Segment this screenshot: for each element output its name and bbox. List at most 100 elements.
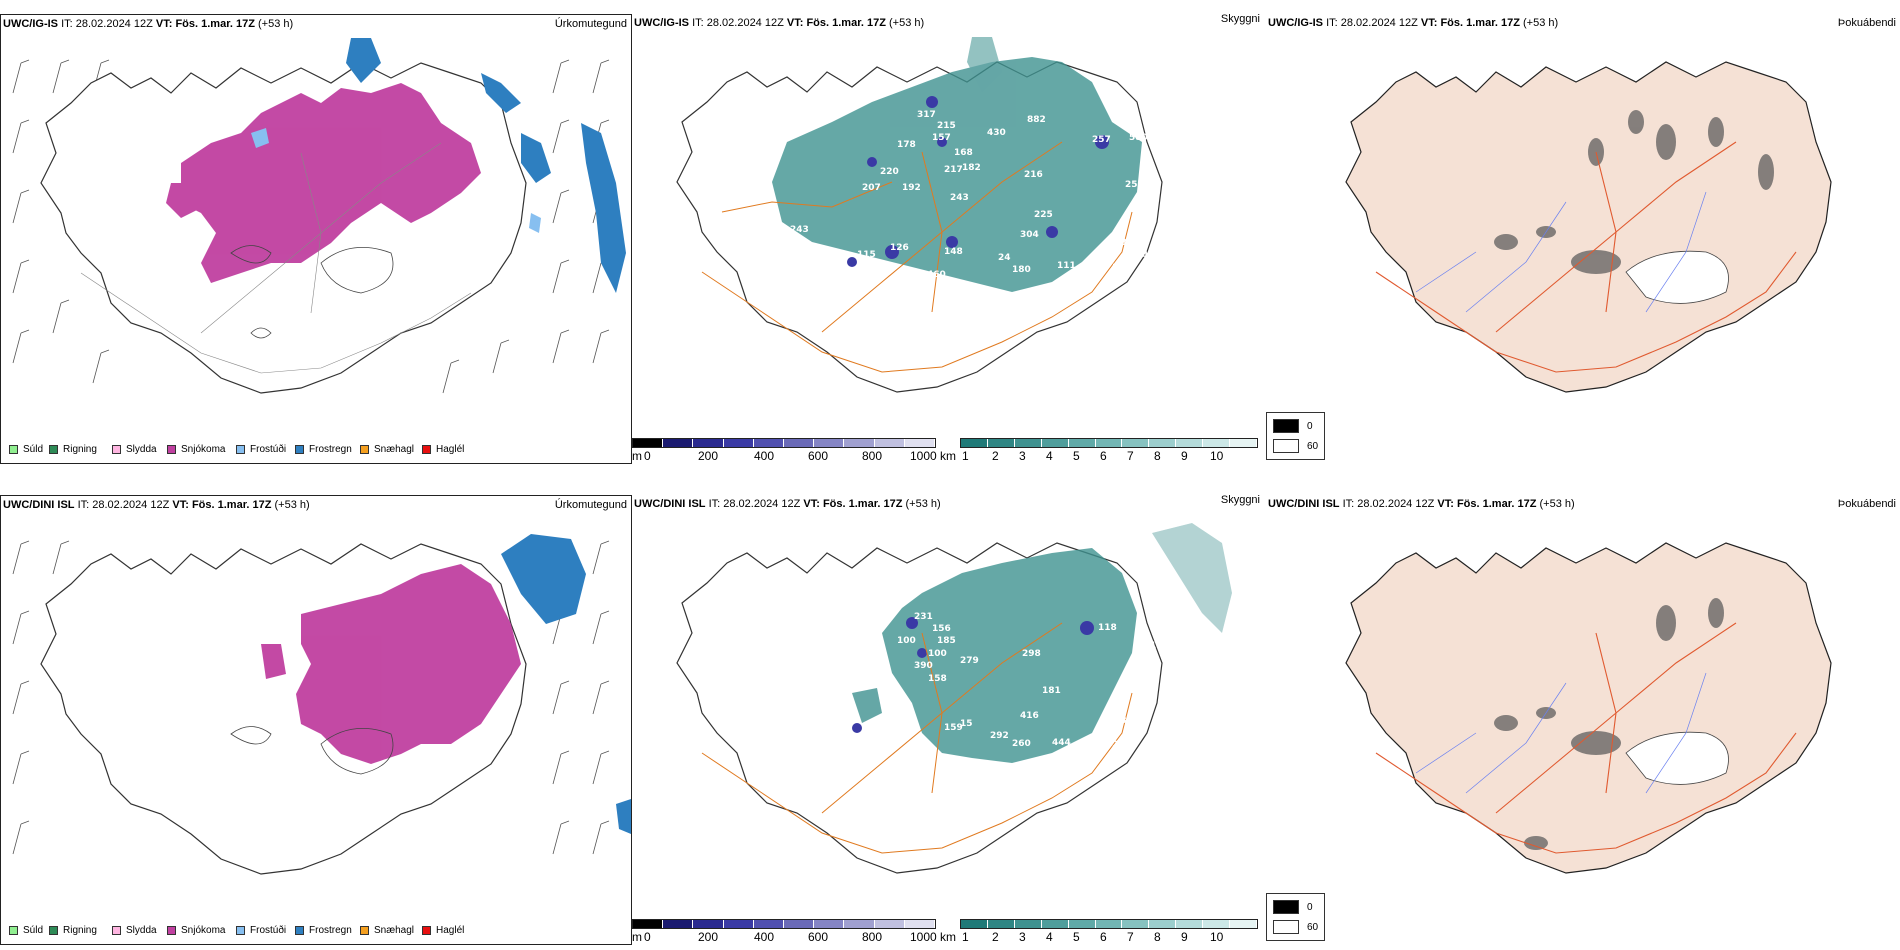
legend-swatch: [236, 926, 245, 935]
it-label: IT:: [692, 17, 704, 29]
cloud-label: 111: [1057, 261, 1076, 271]
cloud-label: 110: [840, 273, 859, 283]
colorbar-tick: 200: [698, 930, 719, 944]
cloud-key-label: 60: [1307, 921, 1319, 933]
legend-item: Rigning: [49, 925, 97, 936]
legend-swatch: [360, 445, 369, 454]
legend-swatch: [295, 926, 304, 935]
legend-item: Snæhagl: [360, 444, 414, 455]
colorbar-tick: 9: [1181, 930, 1188, 944]
legend-item: Slydda: [112, 444, 157, 455]
cloud-label: 401: [1142, 251, 1161, 261]
it-label: IT:: [708, 498, 721, 510]
colorbar-unit: km: [940, 930, 956, 944]
cloud-label: 303: [1108, 716, 1127, 726]
cloud-label: 416: [1020, 711, 1039, 721]
colorbar-tick: 3: [1019, 930, 1026, 944]
colorbar-tick: 7: [1127, 930, 1134, 944]
colorbar-tick: 0: [644, 449, 651, 463]
cloud-label: 118: [1098, 623, 1117, 633]
cloud-label: 231: [914, 612, 933, 622]
fog-patches: [1494, 598, 1724, 850]
height-colorbar: [632, 919, 936, 929]
glacier: [1625, 250, 1729, 304]
road-network: [1375, 622, 1797, 854]
rivers: [1415, 672, 1707, 794]
colorbar-tick: 5: [1073, 930, 1080, 944]
colorbar-tick: 800: [862, 449, 883, 463]
panel-title: Skyggni: [1220, 494, 1260, 506]
lead-time: (+53 h): [1539, 498, 1575, 510]
model-name: UWC/DINI ISL: [634, 498, 706, 510]
vt-label: VT:: [1420, 17, 1438, 29]
cloud-label: 444: [1052, 738, 1071, 748]
legend-item: Snæhagl: [360, 925, 414, 936]
vt-label: VT:: [172, 499, 189, 511]
legend-swatch: [49, 445, 58, 454]
freezing-rain-area: [501, 534, 631, 834]
legend-swatch: [422, 445, 431, 454]
fog-patches: [1494, 110, 1774, 274]
it-value: 28.02.2024 12Z: [723, 498, 801, 510]
run-info: UWC/DINI ISL IT: 28.02.2024 12Z VT: Fös.…: [3, 499, 310, 511]
model-name: UWC/DINI ISL: [1268, 498, 1340, 510]
cloud-label: 207: [862, 183, 881, 193]
legend-swatch: [360, 926, 369, 935]
run-info: UWC/DINI ISL IT: 28.02.2024 12Z VT: Fös.…: [634, 498, 941, 510]
cloud-label: 100: [897, 636, 916, 646]
legend-item: Frostúði: [236, 925, 286, 936]
cloud-label: 217: [944, 165, 963, 175]
wind-barbs: [12, 540, 610, 855]
cloud-label: 64: [1142, 165, 1155, 175]
colorbar-tick: 600: [808, 930, 829, 944]
low-cloud-spots: [852, 617, 1094, 733]
cloud-key-label: 0: [1307, 420, 1313, 432]
it-label: IT:: [61, 18, 73, 30]
cloud-label: 390: [914, 661, 933, 671]
snow-area: [261, 564, 521, 764]
it-value: 28.02.2024 12Z: [706, 17, 784, 29]
precip-legend: Súld Rigning Slydda Snjókoma Frostúði Fr…: [1, 437, 631, 463]
it-label: IT:: [77, 499, 90, 511]
cloud-label: 125: [860, 743, 879, 753]
cloud-label: 257: [1092, 135, 1111, 145]
it-value: 28.02.2024 12Z: [1357, 498, 1435, 510]
legend-item: Súld: [9, 444, 43, 455]
road-network: [80, 142, 472, 374]
legend-item: Súld: [9, 925, 43, 936]
cloud-label: 460: [927, 270, 946, 280]
colorbar-tick: 9: [1181, 449, 1188, 463]
colorbar-unit: km: [940, 449, 956, 463]
rivers: [1415, 191, 1707, 313]
cloud-label: 225: [1034, 210, 1053, 220]
cloud-label: 53: [880, 726, 893, 736]
vt-value: Fös. 1.mar. 17Z: [191, 499, 272, 511]
fog-map: [1345, 542, 1832, 874]
cloud-label: 292: [990, 731, 1009, 741]
fog-map: [1345, 61, 1832, 393]
colorbar-tick: 2: [992, 930, 999, 944]
run-info: UWC/DINI ISL IT: 28.02.2024 12Z VT: Fös.…: [1268, 498, 1575, 510]
vt-value: Fös. 1.mar. 17Z: [1456, 498, 1537, 510]
colorbar-tick: 6: [1100, 930, 1107, 944]
freezing-rain-area: [346, 38, 626, 293]
panel-title: Þokuábendi: [1837, 17, 1896, 29]
colorbar-unit: m: [632, 930, 642, 944]
precip-legend: Súld Rigning Slydda Snjókoma Frostúði Fr…: [1, 918, 631, 944]
road-network: [701, 141, 1133, 373]
it-value: 28.02.2024 12Z: [92, 499, 170, 511]
precip-map: [12, 534, 631, 875]
lead-time: (+53 h): [889, 17, 925, 29]
cloud-label: 149: [1112, 263, 1131, 273]
vt-value: Fös. 1.mar. 17Z: [806, 17, 886, 29]
colorbar-tick: 1: [962, 449, 969, 463]
lead-time: (+53 h): [905, 498, 941, 510]
it-value: 28.02.2024 12Z: [75, 18, 153, 30]
cloud-label: 430: [987, 128, 1006, 138]
cloud-label: 152: [1174, 183, 1193, 193]
cloud-label: 243: [950, 193, 969, 203]
cloud-label: 15: [960, 719, 973, 729]
legend-item: Slydda: [112, 925, 157, 936]
cloud-key-label: 0: [1307, 901, 1313, 913]
legend-swatch: [112, 926, 121, 935]
